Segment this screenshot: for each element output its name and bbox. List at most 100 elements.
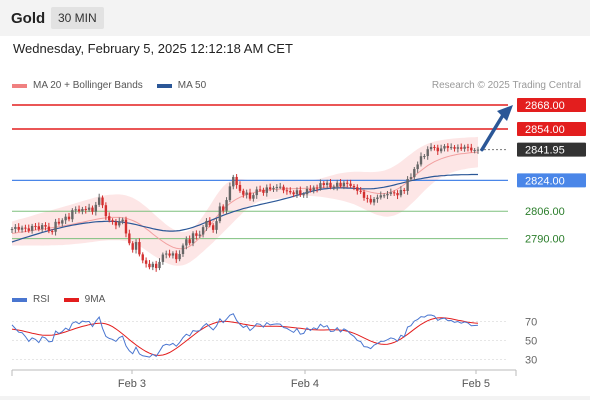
candle-body xyxy=(315,187,319,189)
level-label-red: 2854.00 xyxy=(517,121,586,136)
candle-body xyxy=(309,188,312,191)
candle-body xyxy=(128,233,131,244)
candle-body xyxy=(158,261,161,269)
level-label-text: 2806.00 xyxy=(525,206,565,218)
candle-body xyxy=(47,226,51,232)
candle-body xyxy=(258,189,262,191)
candle-body xyxy=(362,191,366,198)
level-label-last: 2841.95 xyxy=(517,142,586,157)
candle-body xyxy=(265,187,268,193)
candle-body xyxy=(346,182,349,184)
candle-body xyxy=(225,200,228,211)
candle-body xyxy=(359,190,362,192)
header-bar: Gold 30 MIN xyxy=(0,0,590,36)
x-tick-label: Feb 5 xyxy=(462,378,490,390)
level-label-green: 2790.00 xyxy=(525,234,565,246)
legend-ma50-label: MA 50 xyxy=(177,80,207,91)
candle-body xyxy=(215,221,218,230)
candle-body xyxy=(64,216,67,221)
legend-ma50-swatch xyxy=(156,83,172,88)
candle-body xyxy=(242,190,245,195)
candle-body xyxy=(178,254,181,260)
candle-body xyxy=(222,206,225,211)
candle-body xyxy=(466,146,470,148)
candle-body xyxy=(376,197,379,200)
timeframe-badge[interactable]: 30 MIN xyxy=(51,7,104,29)
bollinger-band xyxy=(12,136,478,266)
rsi-tick-label: 70 xyxy=(525,317,537,329)
legend-ma20-label: MA 20 + Bollinger Bands xyxy=(33,80,143,91)
candle-body xyxy=(84,208,87,210)
candle-body xyxy=(37,226,41,230)
candle-body xyxy=(188,239,191,244)
candle-body xyxy=(342,182,346,187)
candle-body xyxy=(77,209,81,212)
rsi-line xyxy=(11,313,479,358)
candle-body xyxy=(111,220,114,222)
candle-body xyxy=(382,195,386,197)
candle-body xyxy=(175,253,178,260)
candle-body xyxy=(460,147,463,149)
candle-body xyxy=(228,186,232,201)
candle-body xyxy=(205,220,208,228)
candle-body xyxy=(201,227,205,235)
candle-body xyxy=(413,169,416,178)
candle-body xyxy=(463,146,466,149)
candle-body xyxy=(403,189,406,191)
candle-body xyxy=(17,226,20,230)
candle-body xyxy=(379,195,382,198)
candle-body xyxy=(54,221,57,232)
candle-body xyxy=(423,156,426,158)
ma50-line xyxy=(11,173,478,243)
candle-body xyxy=(104,205,108,217)
candle-body xyxy=(208,220,211,226)
symbol-title: Gold xyxy=(11,10,46,27)
candle-body xyxy=(332,186,336,188)
candle-body xyxy=(57,221,61,224)
candle-body xyxy=(10,229,14,231)
candle-body xyxy=(312,187,315,191)
candle-body xyxy=(171,253,175,256)
candle-body xyxy=(292,192,295,195)
candle-body xyxy=(319,183,322,189)
candle-body xyxy=(87,207,91,210)
candle-body xyxy=(352,186,356,188)
candle-body xyxy=(305,188,309,195)
rsi-9ma-line xyxy=(11,317,479,356)
candle-body xyxy=(262,189,265,193)
legend-rsi: RSI xyxy=(12,294,50,305)
arrow-shaft xyxy=(480,113,505,152)
candle-body xyxy=(165,253,168,255)
candle-body xyxy=(289,190,292,193)
candle-body xyxy=(453,147,456,149)
candle-body xyxy=(34,225,37,227)
candle-body xyxy=(399,189,403,196)
candle-body xyxy=(436,147,439,152)
rsi-tick-label: 50 xyxy=(525,336,537,348)
candle-body xyxy=(40,225,44,230)
level-label-red: 2868.00 xyxy=(517,97,586,112)
candle-body xyxy=(144,260,148,264)
projection-arrow xyxy=(480,104,513,152)
level-label-text: 2841.95 xyxy=(525,145,565,157)
candle-body xyxy=(279,186,282,188)
candle-body xyxy=(238,184,242,191)
candle-body xyxy=(456,147,460,149)
legend-rsi-label: RSI xyxy=(33,294,50,305)
candle-body xyxy=(443,146,446,149)
candle-body xyxy=(97,197,101,205)
candle-body xyxy=(386,193,389,196)
candle-body xyxy=(366,197,369,199)
candle-body xyxy=(134,242,138,250)
level-label-box xyxy=(517,97,586,112)
candle-body xyxy=(419,156,423,165)
level-label-box xyxy=(517,121,586,136)
candle-body xyxy=(124,219,128,234)
candle-body xyxy=(181,245,185,255)
candle-body xyxy=(232,176,235,187)
rsi-legend: RSI 9MA xyxy=(12,294,119,305)
candle-body xyxy=(406,178,409,191)
candle-body xyxy=(429,146,433,150)
legend-ma20-swatch xyxy=(12,83,27,88)
